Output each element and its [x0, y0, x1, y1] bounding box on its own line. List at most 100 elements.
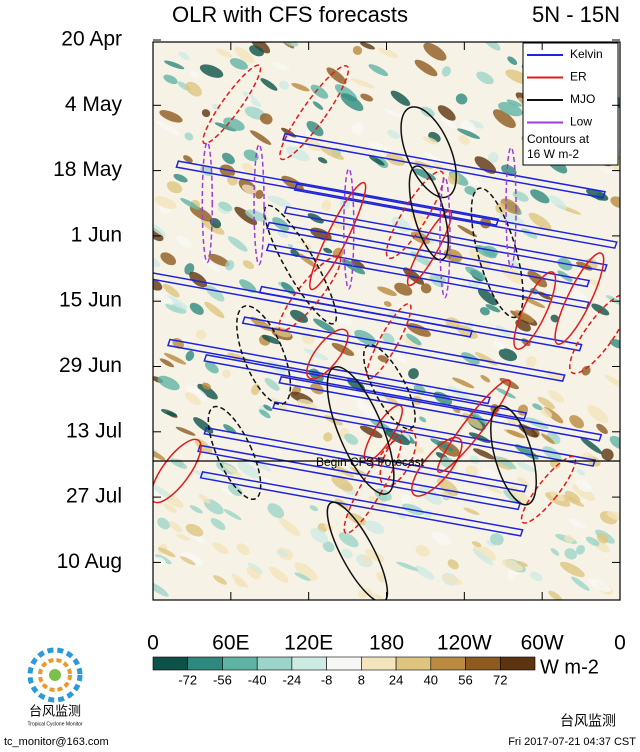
olr-blob	[156, 292, 174, 305]
olr-blob	[277, 549, 288, 557]
olr-blob	[310, 383, 324, 395]
olr-blob	[588, 578, 612, 592]
olr-blob	[222, 487, 233, 496]
colorbar-box	[326, 656, 362, 671]
olr-blob	[606, 511, 620, 521]
olr-blob	[236, 543, 250, 556]
watermark: 台风监测	[560, 713, 616, 729]
olr-blob	[179, 552, 203, 567]
olr-blob	[480, 374, 491, 383]
olr-blob	[212, 542, 229, 555]
mjo-contour	[207, 405, 262, 501]
olr-blob	[548, 390, 564, 403]
kelvin-contour	[282, 132, 606, 199]
olr-blob	[517, 462, 536, 473]
olr-blob	[369, 155, 385, 166]
colorbar-box	[465, 656, 501, 671]
olr-blob	[507, 56, 518, 65]
x-tick-label: 60W	[521, 632, 564, 655]
kelvin-contour	[199, 470, 524, 537]
olr-blob	[414, 59, 438, 77]
kelvin-contour	[272, 401, 597, 467]
legend-note: 16 W m-2	[527, 147, 579, 161]
legend-note: Contours at	[527, 132, 590, 146]
olr-blob	[310, 527, 329, 544]
olr-blob	[414, 565, 435, 580]
olr-blob	[516, 560, 528, 567]
x-tick-label: 0	[147, 632, 159, 655]
olr-blob	[467, 119, 484, 129]
y-tick-label: 13 Jul	[66, 419, 122, 442]
er-contour	[520, 455, 577, 524]
olr-blob	[290, 309, 308, 323]
olr-blob	[180, 198, 201, 211]
olr-blob	[165, 302, 187, 314]
olr-blob	[482, 245, 498, 257]
olr-blob	[319, 145, 344, 160]
kelvin-contour	[203, 426, 528, 493]
olr-blob	[285, 146, 310, 162]
olr-blob	[216, 48, 233, 58]
olr-blob	[581, 365, 591, 376]
olr-blob	[223, 509, 242, 521]
olr-blob	[431, 531, 451, 546]
footer-email: tc_monitor@163.com	[4, 736, 109, 748]
olr-blob	[222, 369, 231, 378]
olr-blob	[541, 433, 555, 444]
olr-blob	[441, 574, 463, 585]
olr-blob	[306, 120, 324, 137]
olr-blob	[365, 549, 385, 563]
olr-blob	[189, 71, 200, 79]
olr-blob	[566, 286, 589, 305]
olr-blob	[279, 80, 290, 90]
olr-blob	[469, 455, 480, 465]
olr-blob	[384, 108, 405, 119]
olr-blob	[250, 130, 272, 145]
olr-blob	[455, 93, 468, 105]
olr-blob	[334, 312, 352, 327]
er-contour	[306, 328, 349, 380]
kelvin-contour	[293, 183, 618, 249]
olr-blob	[185, 350, 195, 361]
olr-blob	[465, 266, 487, 281]
olr-blob	[530, 571, 543, 582]
colorbar-tick-label: -40	[248, 672, 267, 687]
olr-blob	[549, 195, 567, 210]
olr-blob	[576, 544, 586, 555]
olr-blob	[420, 283, 432, 294]
olr-blob	[507, 568, 517, 580]
colorbar-unit: W m-2	[540, 656, 599, 678]
er-contour	[343, 438, 402, 534]
olr-blob	[539, 407, 553, 418]
y-tick-label: 10 Aug	[57, 550, 122, 573]
olr-blob	[204, 361, 219, 374]
olr-blob	[506, 99, 523, 107]
olr-blob	[469, 249, 492, 269]
y-tick-label: 1 Jun	[71, 223, 122, 246]
olr-blob	[385, 429, 410, 446]
olr-blob	[457, 224, 478, 237]
olr-blob	[153, 483, 174, 501]
olr-blob	[155, 556, 166, 565]
olr-blob	[250, 42, 271, 54]
olr-blob	[163, 74, 178, 85]
olr-blob	[294, 572, 311, 581]
olr-blob	[420, 106, 435, 118]
olr-blob	[406, 333, 422, 346]
olr-blob	[154, 196, 177, 210]
olr-blob	[191, 469, 217, 481]
olr-blob	[479, 307, 490, 316]
olr-blob	[352, 45, 363, 55]
olr-blob	[580, 436, 603, 455]
olr-blob	[212, 103, 221, 111]
olr-blob	[601, 448, 614, 461]
olr-blob	[185, 81, 202, 97]
colorbar-tick-label: 56	[458, 672, 472, 687]
olr-blob	[175, 426, 196, 436]
olr-blob	[437, 105, 456, 121]
olr-blob	[163, 503, 177, 513]
olr-blob	[294, 562, 318, 581]
legend-label: Low	[570, 115, 592, 129]
olr-blob	[487, 152, 499, 163]
olr-blob	[412, 395, 423, 405]
